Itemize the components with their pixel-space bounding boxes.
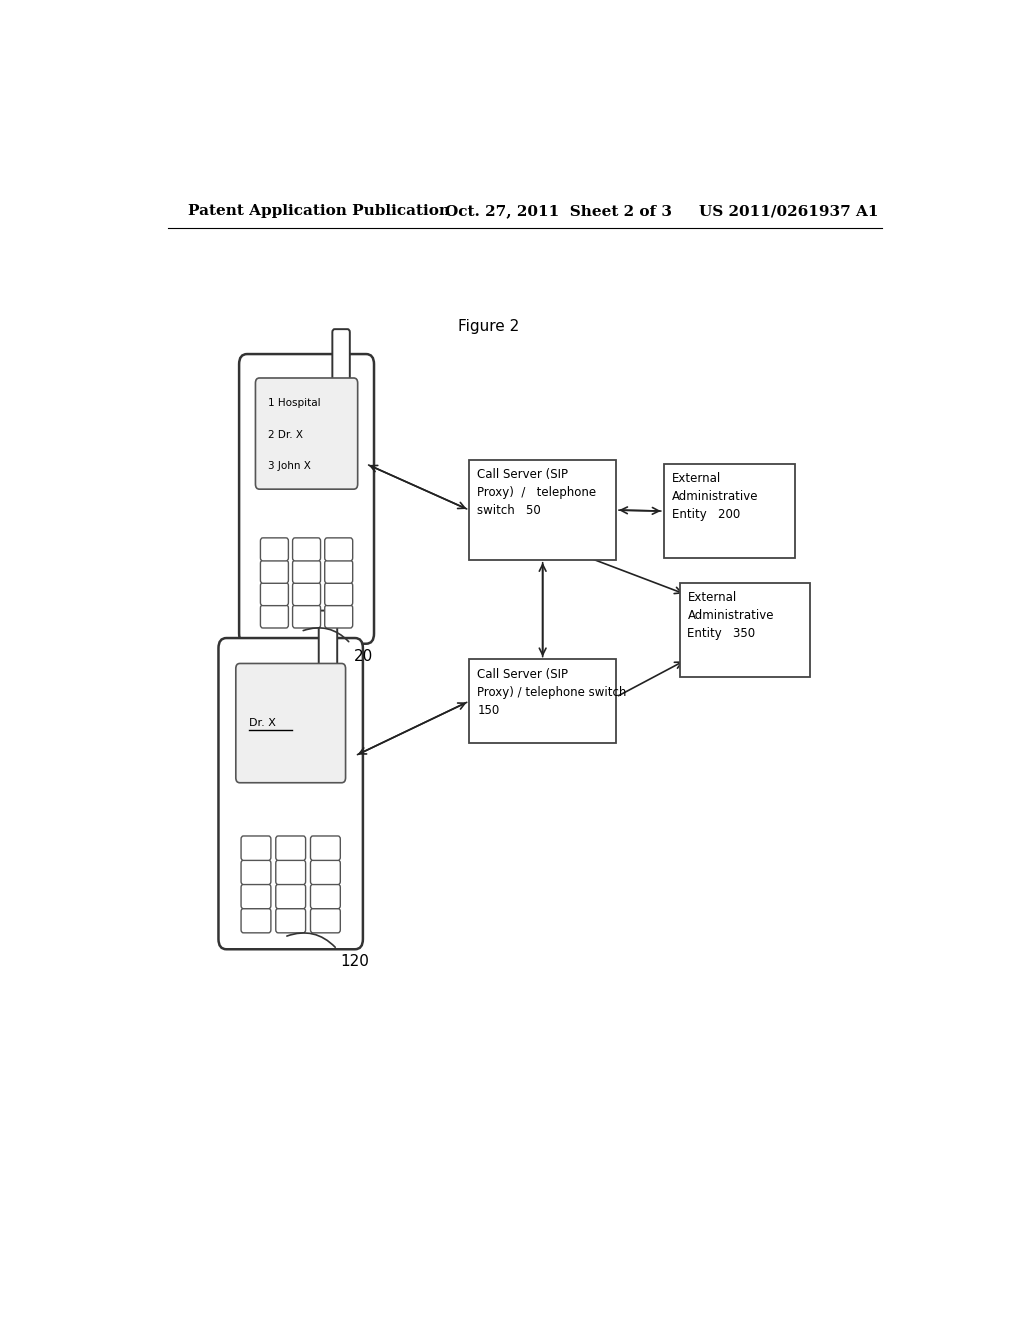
FancyBboxPatch shape	[310, 908, 340, 933]
FancyBboxPatch shape	[680, 583, 811, 677]
Text: Call Server (SIP
Proxy)  /   telephone
switch   50: Call Server (SIP Proxy) / telephone swit…	[477, 469, 596, 517]
Text: US 2011/0261937 A1: US 2011/0261937 A1	[699, 205, 879, 218]
Text: Figure 2: Figure 2	[459, 318, 520, 334]
FancyBboxPatch shape	[218, 638, 362, 949]
FancyBboxPatch shape	[275, 884, 305, 908]
Text: Dr. X: Dr. X	[249, 718, 275, 729]
FancyBboxPatch shape	[255, 378, 357, 490]
Text: External
Administrative
Entity   350: External Administrative Entity 350	[687, 591, 774, 640]
FancyBboxPatch shape	[469, 461, 616, 560]
FancyBboxPatch shape	[241, 908, 271, 933]
FancyBboxPatch shape	[293, 605, 321, 628]
FancyBboxPatch shape	[310, 836, 340, 861]
FancyBboxPatch shape	[275, 908, 305, 933]
FancyBboxPatch shape	[260, 537, 289, 561]
Text: 20: 20	[353, 649, 373, 664]
FancyBboxPatch shape	[260, 560, 289, 583]
FancyBboxPatch shape	[260, 605, 289, 628]
FancyBboxPatch shape	[325, 582, 352, 606]
FancyBboxPatch shape	[310, 884, 340, 908]
FancyBboxPatch shape	[236, 664, 345, 783]
FancyBboxPatch shape	[293, 537, 321, 561]
FancyBboxPatch shape	[260, 582, 289, 606]
FancyBboxPatch shape	[664, 465, 795, 558]
Text: External
Administrative
Entity   200: External Administrative Entity 200	[672, 473, 758, 521]
Text: 2 Dr. X: 2 Dr. X	[268, 429, 303, 440]
FancyBboxPatch shape	[240, 354, 374, 644]
FancyBboxPatch shape	[293, 560, 321, 583]
Text: 120: 120	[340, 954, 370, 969]
Text: 1 Hospital: 1 Hospital	[268, 399, 321, 408]
FancyBboxPatch shape	[469, 660, 616, 743]
FancyBboxPatch shape	[318, 611, 337, 680]
FancyBboxPatch shape	[275, 861, 305, 884]
FancyBboxPatch shape	[310, 861, 340, 884]
Text: Oct. 27, 2011  Sheet 2 of 3: Oct. 27, 2011 Sheet 2 of 3	[445, 205, 673, 218]
FancyBboxPatch shape	[293, 582, 321, 606]
Text: 3 John X: 3 John X	[268, 461, 310, 471]
FancyArrowPatch shape	[287, 933, 335, 948]
FancyBboxPatch shape	[325, 605, 352, 628]
FancyBboxPatch shape	[241, 836, 271, 861]
FancyBboxPatch shape	[325, 537, 352, 561]
FancyArrowPatch shape	[303, 628, 349, 642]
FancyBboxPatch shape	[275, 836, 305, 861]
FancyBboxPatch shape	[241, 861, 271, 884]
FancyBboxPatch shape	[333, 329, 350, 395]
FancyBboxPatch shape	[325, 560, 352, 583]
FancyBboxPatch shape	[241, 884, 271, 908]
Text: Call Server (SIP
Proxy) / telephone switch
150: Call Server (SIP Proxy) / telephone swit…	[477, 668, 627, 717]
Text: Patent Application Publication: Patent Application Publication	[187, 205, 450, 218]
